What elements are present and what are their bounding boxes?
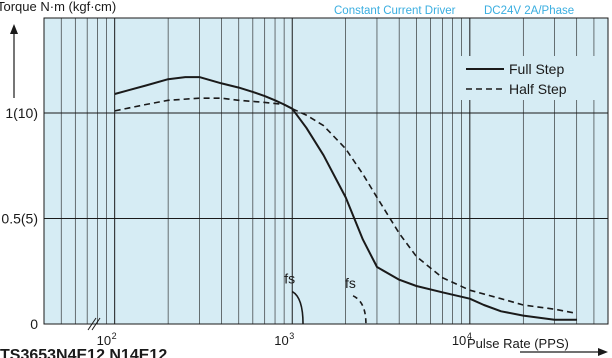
axis-break-mark	[87, 317, 101, 331]
x-tick-label: 10	[97, 333, 111, 348]
fs-curve	[352, 295, 367, 325]
header-driver: Constant Current Driver	[334, 5, 456, 17]
x-tick-exponent: 4	[467, 331, 472, 341]
fs-label: fs	[345, 275, 356, 291]
legend-full-step-label: Full Step	[509, 61, 564, 77]
fs-curve	[291, 290, 304, 325]
grid-lines	[44, 18, 608, 324]
x-tick-label: 10	[274, 333, 288, 348]
x-tick-labels: 10 2 10 3 10 4	[97, 331, 472, 348]
x-axis-title: Pulse Rate (PPS)	[467, 336, 569, 351]
y-tick-label: 0	[30, 316, 38, 332]
header-supply: DC24V 2A/Phase	[484, 5, 574, 17]
y-axis-title: Torque N·m (kgf·cm)	[0, 0, 116, 14]
fs-label: fs	[284, 271, 295, 287]
series-layer	[114, 76, 577, 321]
model-caption: TS3653N4E12 N14E12	[0, 347, 167, 358]
x-tick-exponent: 3	[289, 331, 294, 341]
legend-half-step-label: Half Step	[509, 81, 567, 97]
x-tick-exponent: 2	[112, 331, 117, 341]
legend-box	[460, 56, 596, 100]
x-axis-arrow-head	[598, 348, 608, 356]
annotations: fs fs	[284, 271, 367, 325]
y-axis-arrow-head	[10, 24, 18, 34]
series-line-full-step	[114, 76, 577, 321]
plot-frame	[43, 17, 609, 325]
x-tick-label: 10	[452, 333, 466, 348]
y-tick-label: 1(10)	[5, 105, 38, 121]
y-tick-labels: 0 0.5(5) 1(10)	[1, 105, 38, 332]
legend: Full Step Half Step	[460, 56, 596, 100]
series-line-half-step	[114, 97, 577, 315]
y-tick-label: 0.5(5)	[1, 210, 38, 226]
